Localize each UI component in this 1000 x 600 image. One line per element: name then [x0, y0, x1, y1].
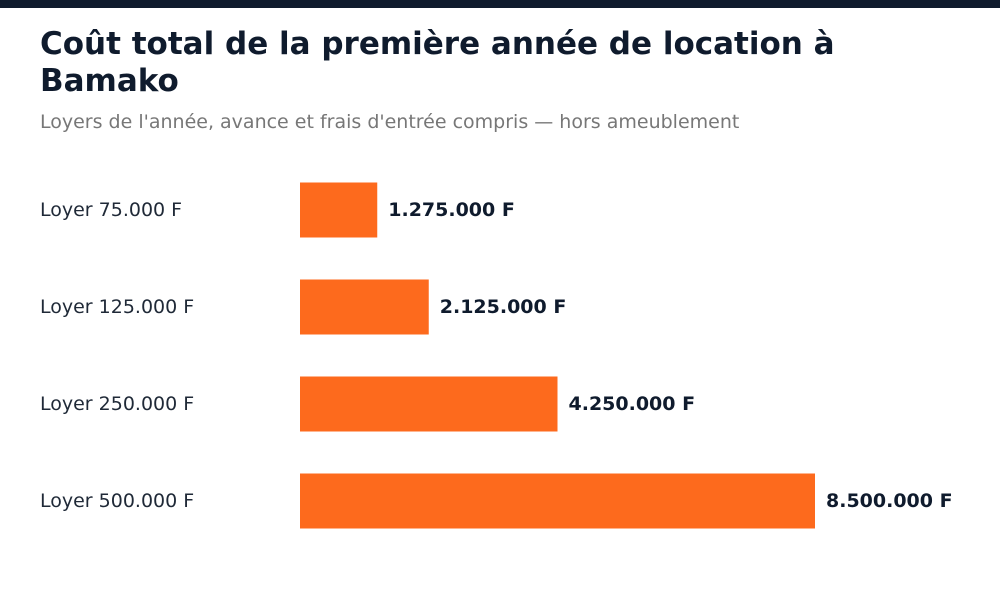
- bar: [300, 473, 815, 529]
- category-label: Loyer 75.000 F: [40, 199, 182, 221]
- value-label: 2.125.000 F: [440, 296, 567, 318]
- category-label: Loyer 500.000 F: [40, 490, 194, 512]
- chart-subtitle: Loyers de l'année, avance et frais d'ent…: [40, 111, 740, 133]
- category-label: Loyer 250.000 F: [40, 393, 194, 415]
- value-label: 1.275.000 F: [388, 199, 515, 221]
- category-label: Loyer 125.000 F: [40, 296, 194, 318]
- value-label: 4.250.000 F: [569, 393, 696, 415]
- top-accent-bar: [0, 0, 1000, 8]
- bar: [300, 279, 429, 335]
- value-label: 8.500.000 F: [826, 490, 953, 512]
- bar: [300, 376, 558, 432]
- chart-title: Coût total de la première année de locat…: [40, 26, 835, 99]
- bar: [300, 182, 378, 238]
